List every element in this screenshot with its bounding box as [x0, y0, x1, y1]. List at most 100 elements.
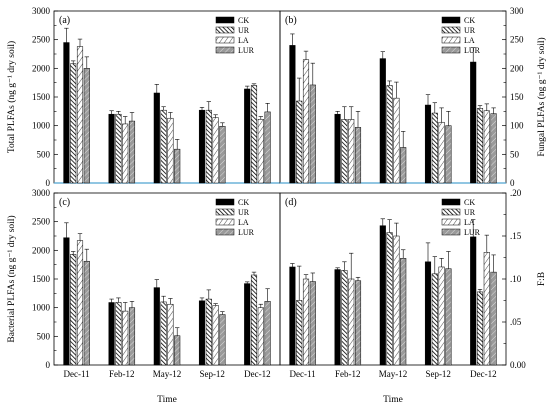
bar-ur: [431, 112, 438, 184]
panel-0: (a) 0 500 1000 1500 2000 2500 3000 Total PLFAs (…: [6, 6, 281, 188]
legend-swatch-la: [441, 218, 461, 226]
bar-la: [212, 305, 219, 366]
bar-ck: [108, 113, 115, 184]
bar-ur: [250, 274, 258, 366]
bar-ck: [63, 42, 70, 184]
y-tick-label: .05: [510, 317, 522, 327]
bar-ck: [289, 45, 296, 184]
panel-2: (c) 0 500 1000 1500 2000 2500 3000 Bacterial PLF…: [6, 188, 281, 379]
y-axis-title: Fungal PLFAs (ng g⁻¹ dry soil): [536, 37, 547, 156]
bar-la: [76, 46, 84, 184]
y-tick-label: 0: [510, 178, 515, 188]
legend-swatch-ur: [441, 208, 461, 216]
y-tick-label: 500: [37, 331, 51, 341]
bar-lur: [264, 111, 271, 184]
y-tick-label: 50: [510, 149, 520, 159]
bar-ck: [334, 269, 341, 366]
x-tick-label: May-12: [379, 369, 408, 379]
legend-swatch-la: [441, 36, 461, 44]
bar-la: [348, 278, 355, 366]
bar-la: [302, 59, 310, 184]
bar-ur: [341, 270, 348, 366]
y-tick-label: 0: [46, 360, 51, 370]
y-tick-label: 3000: [32, 6, 51, 16]
y-tick-label: 1000: [32, 121, 51, 131]
y-axis-title: F:B: [537, 272, 547, 286]
bar-la: [302, 278, 310, 366]
bar-lur: [128, 120, 136, 184]
legend-label: CK: [238, 198, 249, 207]
bar-ur: [476, 291, 484, 366]
bar-ck: [424, 261, 432, 366]
legend-label: LUR: [238, 228, 255, 237]
bar-ck: [153, 287, 160, 366]
bar-la: [438, 266, 445, 366]
y-tick-label: 2000: [32, 245, 51, 255]
y-tick-label: 1000: [32, 303, 51, 313]
bar-ck: [379, 58, 386, 184]
x-tick-label: Sep-12: [425, 369, 451, 379]
legend-label: CK: [238, 16, 249, 25]
bar-ck: [244, 88, 251, 184]
y-tick-label: 2500: [32, 217, 51, 227]
bar-lur: [400, 147, 407, 184]
y-tick-label: 200: [510, 63, 524, 73]
bar-ur: [386, 85, 393, 184]
bar-ur: [296, 300, 303, 366]
bar-ck: [424, 104, 432, 184]
bar-ur: [205, 109, 212, 184]
legend-swatch-lur: [215, 46, 235, 54]
y-tick-label: .15: [510, 231, 522, 241]
y-tick-label: 300: [510, 6, 524, 16]
legend-label: LUR: [238, 46, 255, 55]
bar-ur: [70, 63, 77, 184]
bar-ck: [63, 237, 70, 366]
legend-label: LUR: [464, 46, 481, 55]
x-tick-label: Dec-12: [244, 369, 271, 379]
bar-lur: [400, 258, 407, 366]
legend-swatch-la: [215, 218, 235, 226]
y-tick-label: 1500: [32, 92, 51, 102]
bar-ur: [341, 119, 348, 184]
bar-ur: [160, 301, 167, 366]
legend-swatch-la: [215, 36, 235, 44]
bar-la: [393, 97, 400, 184]
bar-lur: [174, 335, 181, 366]
bar-ur: [476, 108, 484, 184]
bar-lur: [83, 260, 90, 366]
legend-swatch-ck: [441, 16, 461, 24]
legend-swatch-ur: [441, 26, 461, 34]
bar-lur: [309, 84, 316, 184]
bar-lur: [445, 268, 452, 366]
bar-la: [483, 110, 490, 184]
y-tick-label: 2000: [32, 63, 51, 73]
bar-ur: [115, 113, 122, 184]
x-tick-label: Feb-12: [335, 369, 361, 379]
y-axis-title: Bacterial PLFAs (ng g⁻¹ dry soil): [6, 215, 17, 342]
bar-ck: [153, 92, 160, 184]
legend-label: LA: [238, 36, 249, 45]
legend-swatch-lur: [215, 228, 235, 236]
bar-ck: [470, 61, 477, 184]
bar-lur: [174, 148, 181, 184]
bar-la: [167, 303, 174, 366]
bar-ur: [205, 298, 212, 366]
bar-ck: [289, 266, 296, 366]
bar-ck: [470, 236, 477, 366]
bar-la: [483, 252, 490, 366]
bar-la: [393, 235, 400, 366]
legend-swatch-ur: [215, 26, 235, 34]
bar-ur: [70, 254, 77, 366]
bar-la: [167, 117, 174, 184]
bar-lur: [264, 301, 271, 366]
bar-lur: [445, 125, 452, 184]
y-tick-label: 3000: [32, 188, 51, 198]
x-axis-label-left: Time: [157, 395, 177, 405]
panel-tag: (c): [59, 197, 70, 208]
legend-label: UR: [464, 26, 476, 35]
y-tick-label: .20: [510, 188, 522, 198]
bar-ck: [198, 300, 206, 366]
bar-la: [257, 307, 264, 366]
panel-tag: (a): [59, 15, 70, 26]
